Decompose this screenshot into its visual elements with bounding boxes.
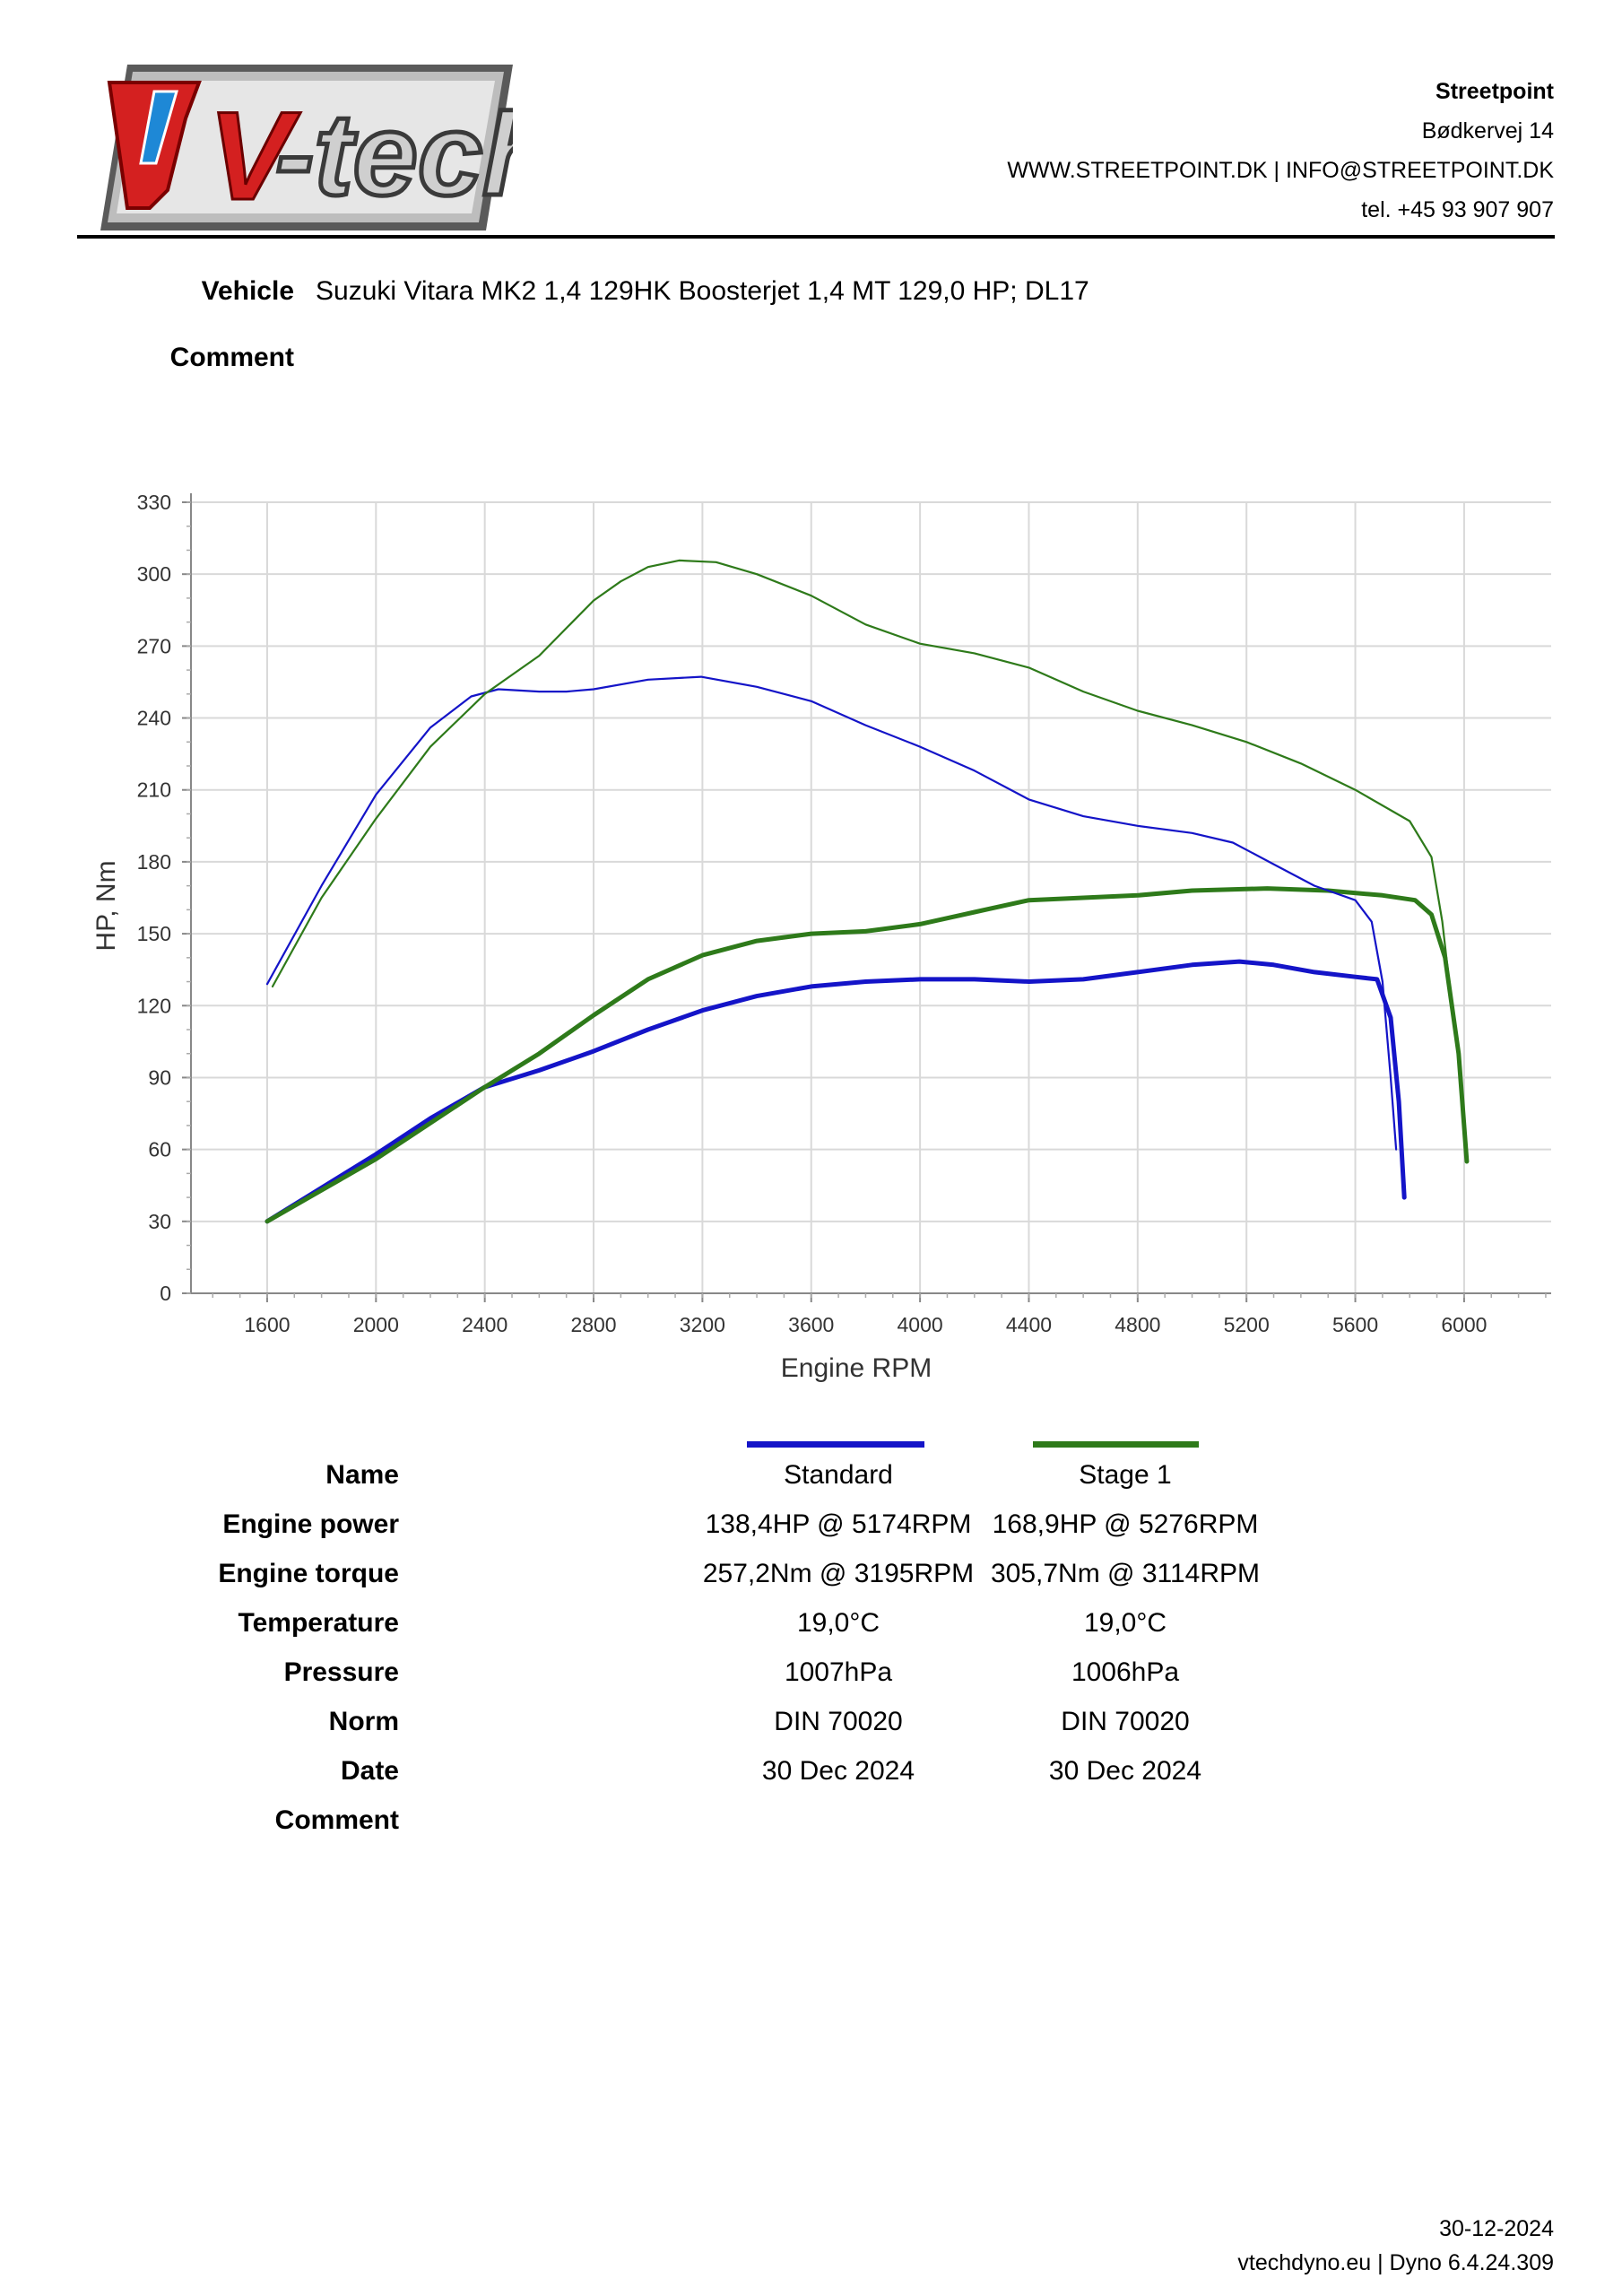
footer-software: vtechdyno.eu | Dyno 6.4.24.309 — [1237, 2250, 1554, 2275]
legend-stage1-line — [1033, 1441, 1199, 1448]
y-tick-label: 0 — [160, 1282, 171, 1305]
table-row: Temperature 19,0°C 19,0°C — [0, 1608, 1622, 1657]
row-label: Comment — [274, 1805, 399, 1835]
svg-text:V: V — [208, 85, 301, 226]
standard-value: 30 Dec 2024 — [761, 1756, 915, 1786]
stage1-value: 168,9HP @ 5276RPM — [992, 1509, 1259, 1539]
company-address: Bødkervej 14 — [1421, 118, 1554, 144]
x-tick-label: 3200 — [680, 1313, 725, 1336]
vtech-logo: V -tech — [100, 65, 513, 230]
chart-series — [265, 559, 1470, 1224]
dyno-chart: 0 30 60 90 120 150 180 210 240 270 300 330 1600 2000 2… — [91, 491, 1551, 1383]
chart-axes — [190, 493, 1551, 1294]
table-row: Comment — [0, 1805, 1622, 1855]
y-tick-label: 300 — [137, 562, 171, 586]
series-line-standard-torque — [265, 675, 1398, 1151]
y-tick-label: 270 — [137, 634, 171, 657]
standard-value: Standard — [784, 1460, 893, 1490]
x-tick-label: 4800 — [1115, 1313, 1160, 1336]
footer: 30-12-2024 vtechdyno.eu | Dyno 6.4.24.30… — [1237, 2212, 1554, 2280]
table-row: Pressure 1007hPa 1006hPa — [0, 1657, 1622, 1707]
stage1-value: 1006hPa — [1071, 1657, 1180, 1687]
series-line-standard-power — [265, 959, 1407, 1224]
vehicle-value: Suzuki Vitara MK2 1,4 129HK Boosterjet 1… — [316, 276, 1089, 306]
series-line-stage-1-torque — [271, 559, 1462, 1079]
company-name: Streetpoint — [1436, 79, 1554, 104]
y-tick-label: 330 — [137, 491, 171, 514]
x-tick-label: 5600 — [1332, 1313, 1378, 1336]
x-tick-label: 2000 — [353, 1313, 399, 1336]
vehicle-label: Vehicle — [201, 276, 294, 306]
row-label: Temperature — [238, 1608, 399, 1638]
stage1-value: 19,0°C — [1083, 1608, 1167, 1638]
header-divider — [77, 235, 1555, 239]
standard-value: 138,4HP @ 5174RPM — [705, 1509, 972, 1539]
y-tick-label: 240 — [137, 707, 171, 730]
x-tick-label: 4000 — [898, 1313, 943, 1336]
chart-ticks: 0 30 60 90 120 150 180 210 240 270 300 330 1600 2000 2… — [137, 491, 1547, 1336]
row-label: Pressure — [283, 1657, 399, 1687]
table-row: Name Standard Stage 1 — [0, 1460, 1622, 1509]
stage1-value: DIN 70020 — [1061, 1707, 1190, 1736]
y-tick-label: 180 — [137, 850, 171, 874]
row-label: Engine torque — [218, 1559, 399, 1588]
y-tick-label: 150 — [137, 922, 171, 945]
x-tick-label: 3600 — [788, 1313, 834, 1336]
y-tick-label: 60 — [148, 1138, 171, 1161]
comment-label: Comment — [169, 343, 294, 372]
row-label: Date — [340, 1756, 399, 1786]
table-row: Engine torque 257,2Nm @ 3195RPM 305,7Nm @ … — [0, 1559, 1622, 1608]
footer-date: 30-12-2024 — [1439, 2216, 1554, 2241]
y-tick-label: 120 — [137, 994, 171, 1017]
standard-value: 1007hPa — [784, 1657, 893, 1687]
stage1-value: Stage 1 — [1079, 1460, 1172, 1490]
x-tick-label: 6000 — [1441, 1313, 1487, 1336]
y-axis-label: HP, Nm — [91, 860, 121, 951]
y-tick-label: 90 — [148, 1065, 171, 1089]
stage1-value: 305,7Nm @ 3114RPM — [990, 1559, 1261, 1588]
company-web-email: WWW.STREETPOINT.DK | INFO@STREETPOINT.DK — [1007, 158, 1554, 183]
x-tick-label: 2800 — [570, 1313, 616, 1336]
table-row: Engine power 138,4HP @ 5174RPM 168,9HP @ 5… — [0, 1509, 1622, 1559]
x-tick-label: 2400 — [462, 1313, 507, 1336]
legend-standard-line — [747, 1441, 924, 1448]
company-phone: tel. +45 93 907 907 — [1361, 197, 1554, 222]
row-label: Engine power — [222, 1509, 399, 1539]
stage1-value: 30 Dec 2024 — [1048, 1756, 1202, 1786]
table-row: Date 30 Dec 2024 30 Dec 2024 — [0, 1756, 1622, 1805]
y-tick-label: 30 — [148, 1210, 171, 1233]
table-row: Norm DIN 70020 DIN 70020 — [0, 1707, 1622, 1756]
x-tick-label: 1600 — [244, 1313, 290, 1336]
x-tick-label: 4400 — [1006, 1313, 1052, 1336]
y-tick-label: 210 — [137, 778, 171, 802]
svg-text:-tech: -tech — [275, 89, 513, 220]
standard-value: DIN 70020 — [774, 1707, 903, 1736]
standard-value: 257,2Nm @ 3195RPM — [702, 1559, 975, 1588]
x-tick-label: 5200 — [1224, 1313, 1270, 1336]
standard-value: 19,0°C — [796, 1608, 880, 1638]
x-axis-label: Engine RPM — [781, 1353, 932, 1383]
row-label: Name — [325, 1460, 399, 1490]
row-label: Norm — [328, 1707, 399, 1736]
series-line-stage-1-power — [265, 886, 1470, 1224]
chart-grid — [191, 501, 1551, 1293]
company-info: Streetpoint Bødkervej 14 WWW.STREETPOINT… — [1007, 72, 1554, 230]
